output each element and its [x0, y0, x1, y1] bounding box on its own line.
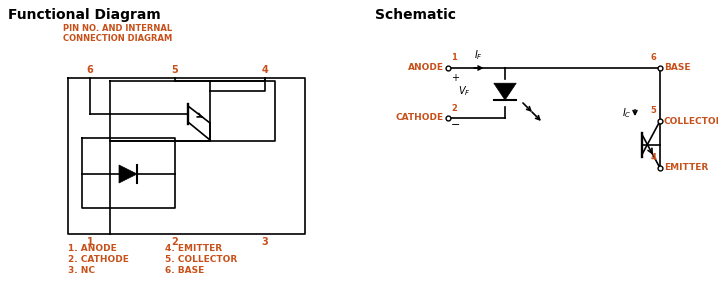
Text: Functional Diagram: Functional Diagram: [8, 8, 161, 22]
Text: 4: 4: [650, 153, 656, 162]
Text: +: +: [451, 73, 459, 83]
Text: 5: 5: [172, 65, 178, 75]
Text: 3. NC: 3. NC: [68, 266, 95, 275]
Text: BASE: BASE: [664, 64, 691, 73]
Text: ANODE: ANODE: [408, 64, 444, 73]
Text: $I_C$: $I_C$: [623, 106, 632, 120]
Text: 3: 3: [261, 237, 269, 247]
Text: 2. CATHODE: 2. CATHODE: [68, 255, 129, 264]
Text: 1: 1: [451, 53, 457, 62]
Polygon shape: [494, 83, 516, 100]
Text: 1: 1: [87, 237, 93, 247]
Text: 4: 4: [261, 65, 269, 75]
Text: 6. BASE: 6. BASE: [165, 266, 204, 275]
Text: 2: 2: [172, 237, 178, 247]
Text: 1. ANODE: 1. ANODE: [68, 244, 117, 253]
Text: Schematic: Schematic: [375, 8, 456, 22]
Text: 6: 6: [650, 53, 656, 62]
Text: PIN NO. AND INTERNAL
CONNECTION DIAGRAM: PIN NO. AND INTERNAL CONNECTION DIAGRAM: [63, 24, 172, 44]
Text: 4. EMITTER: 4. EMITTER: [165, 244, 222, 253]
Text: $V_F$: $V_F$: [458, 84, 470, 98]
Text: 2: 2: [451, 104, 457, 113]
Text: 5: 5: [650, 106, 656, 115]
Text: COLLECTOR: COLLECTOR: [664, 117, 718, 126]
Text: 6: 6: [87, 65, 93, 75]
Text: −: −: [451, 120, 460, 130]
Polygon shape: [119, 165, 137, 183]
Text: $I_F$: $I_F$: [474, 48, 483, 62]
Text: EMITTER: EMITTER: [664, 163, 708, 173]
Text: CATHODE: CATHODE: [396, 113, 444, 123]
Text: 5. COLLECTOR: 5. COLLECTOR: [165, 255, 237, 264]
